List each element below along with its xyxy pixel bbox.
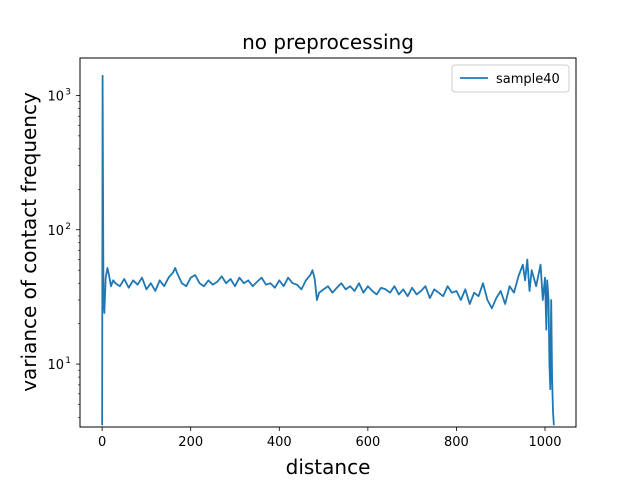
x-axis-label: distance: [286, 455, 371, 479]
legend-label-sample40: sample40: [496, 72, 560, 87]
x-axis-ticks: 0 200 400 600 800 1000: [98, 427, 562, 450]
x-tick-label: 200: [178, 435, 203, 450]
x-tick-label: 800: [444, 435, 469, 450]
y-tick-exponent: 3: [65, 87, 71, 97]
series-line-sample40: [101, 74, 555, 426]
x-tick-label: 0: [98, 435, 106, 450]
y-tick-label: 10: [47, 358, 64, 373]
x-tick-label: 600: [355, 435, 380, 450]
y-tick-label: 10: [47, 89, 64, 104]
legend-box: [451, 64, 570, 93]
x-tick-label: 400: [267, 435, 292, 450]
chart-title: no preprocessing: [242, 30, 414, 54]
legend: sample40: [451, 64, 570, 93]
y-tick-exponent: 2: [65, 222, 71, 232]
y-axis-label: variance of contact frequency: [17, 92, 41, 392]
x-tick-label: 1000: [528, 435, 561, 450]
y-tick-exponent: 1: [65, 356, 71, 366]
plot-area: [101, 74, 555, 426]
y-tick-label: 10: [47, 224, 64, 239]
